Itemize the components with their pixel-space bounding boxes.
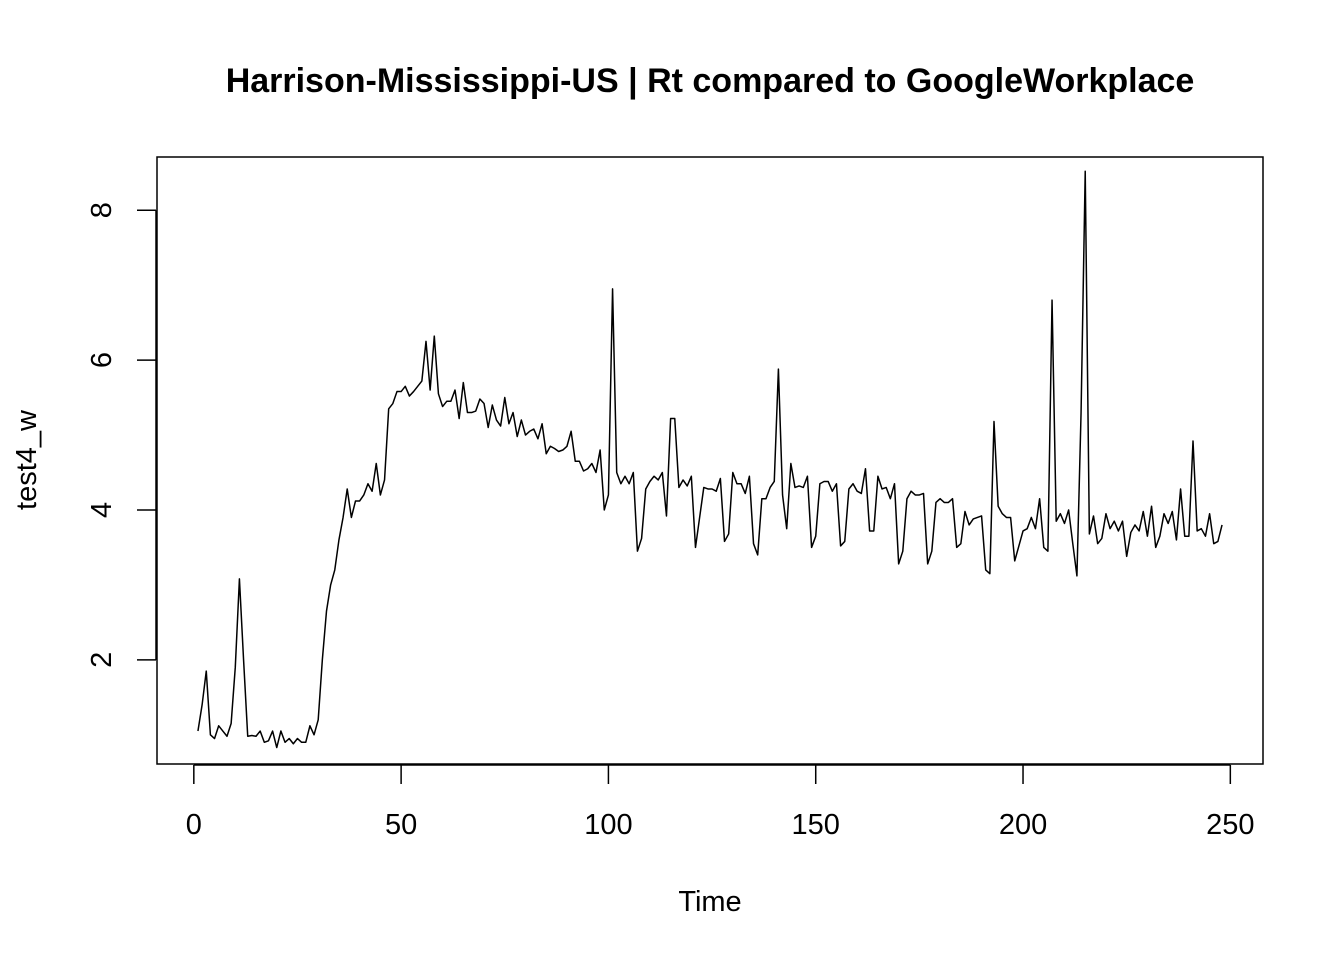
chart-title: Harrison-Mississippi-US | Rt compared to… — [226, 62, 1195, 100]
x-tick-label: 250 — [1206, 809, 1254, 841]
plot-box — [156, 156, 1264, 765]
y-axis-label: test4_w — [11, 409, 43, 510]
y-tick-label: 8 — [86, 202, 118, 218]
x-tick-label: 50 — [385, 809, 417, 841]
y-tick-label: 2 — [86, 652, 118, 668]
y-tick-label: 6 — [86, 352, 118, 368]
y-axis: 2 4 6 8 — [86, 202, 157, 668]
x-tick-label: 100 — [584, 809, 632, 841]
x-tick-label: 200 — [999, 809, 1047, 841]
y-tick-label: 4 — [86, 502, 118, 518]
x-tick-label: 150 — [792, 809, 840, 841]
series-line — [197, 170, 1223, 749]
x-axis: 0 50 100 150 200 250 — [186, 764, 1255, 841]
x-axis-label: Time — [678, 886, 741, 918]
x-tick-label: 0 — [186, 809, 202, 841]
